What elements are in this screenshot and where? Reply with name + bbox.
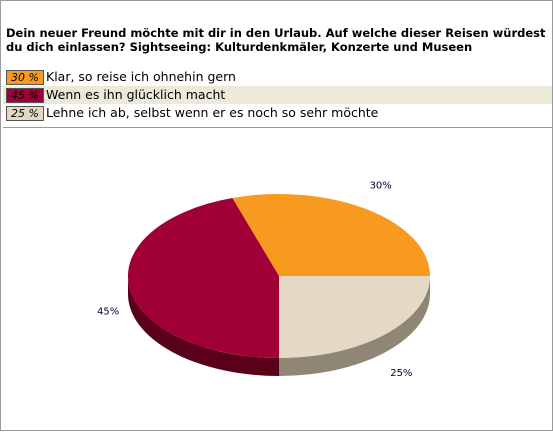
pie-slice bbox=[279, 276, 430, 358]
pie-slice-side bbox=[279, 276, 430, 376]
answer-label: Lehne ich ab, selbst wenn er es noch so … bbox=[46, 105, 379, 120]
pie-chart: 30% 45% 25% bbox=[97, 180, 430, 379]
answer-percent-badge: 25 % bbox=[6, 106, 44, 121]
answer-percent-badge: 45 % bbox=[6, 88, 44, 103]
pie-slice bbox=[128, 198, 279, 358]
answer-row: 30 % Klar, so reise ich ohnehin gern bbox=[3, 68, 552, 86]
answer-row: 45 % Wenn es ihn glücklich macht bbox=[3, 86, 552, 104]
answer-row: 25 % Lehne ich ab, selbst wenn er es noc… bbox=[3, 104, 552, 122]
pie-value-label: 25% bbox=[390, 368, 412, 379]
pie-value-label: 30% bbox=[370, 180, 392, 191]
pie-value-label: 45% bbox=[97, 307, 119, 318]
answer-percent-badge: 30 % bbox=[6, 70, 44, 85]
answer-list: 30 % Klar, so reise ich ohnehin gern 45 … bbox=[3, 68, 552, 122]
pie-slice bbox=[232, 194, 430, 276]
pie-slice-side bbox=[128, 276, 279, 376]
answer-label: Wenn es ihn glücklich macht bbox=[46, 87, 226, 102]
poll-question: Dein neuer Freund möchte mit dir in den … bbox=[6, 26, 546, 54]
answer-label: Klar, so reise ich ohnehin gern bbox=[46, 69, 236, 84]
chart-area: 30% 45% 25% bbox=[3, 127, 552, 431]
